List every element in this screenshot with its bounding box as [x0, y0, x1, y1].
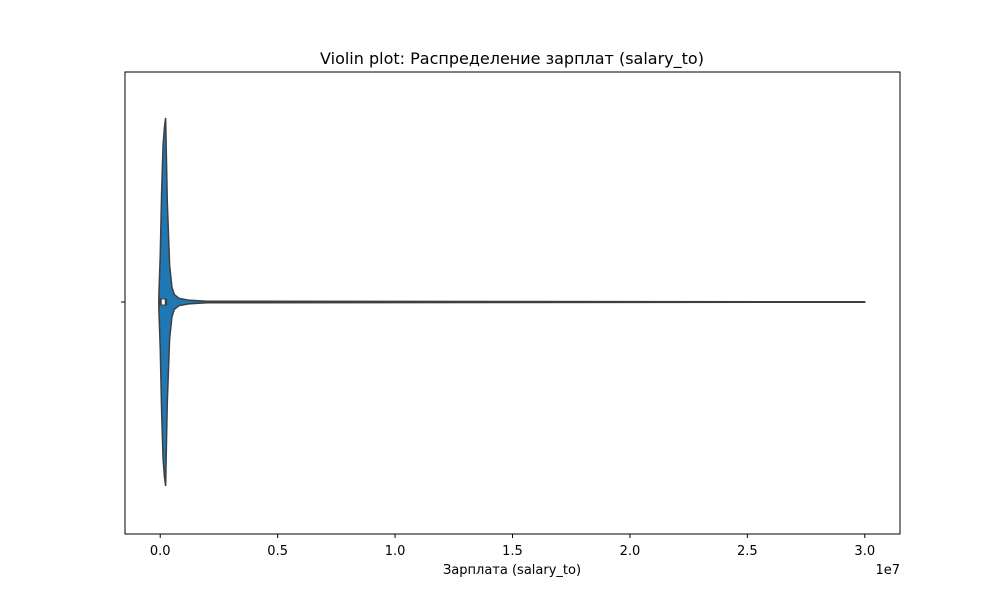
x-axis-ticks: 0.0 0.5 1.0 1.5 2.0 2.5 3.0 [150, 534, 875, 559]
x-tick-label: 0.0 [150, 544, 171, 559]
x-tick-label: 3.0 [854, 544, 875, 559]
x-tick-label: 1.0 [385, 544, 406, 559]
median-marker [161, 299, 165, 305]
violin-layer [158, 117, 866, 487]
x-tick-label: 2.0 [620, 544, 641, 559]
x-tick-label: 1.5 [502, 544, 523, 559]
x-axis-offset-label: 1e7 [875, 563, 900, 578]
x-tick-label: 2.5 [737, 544, 758, 559]
x-axis-label: Зарплата (salary_to) [443, 563, 581, 578]
x-tick-label: 0.5 [267, 544, 288, 559]
chart-title: Violin plot: Распределение зарплат (sala… [320, 49, 704, 69]
